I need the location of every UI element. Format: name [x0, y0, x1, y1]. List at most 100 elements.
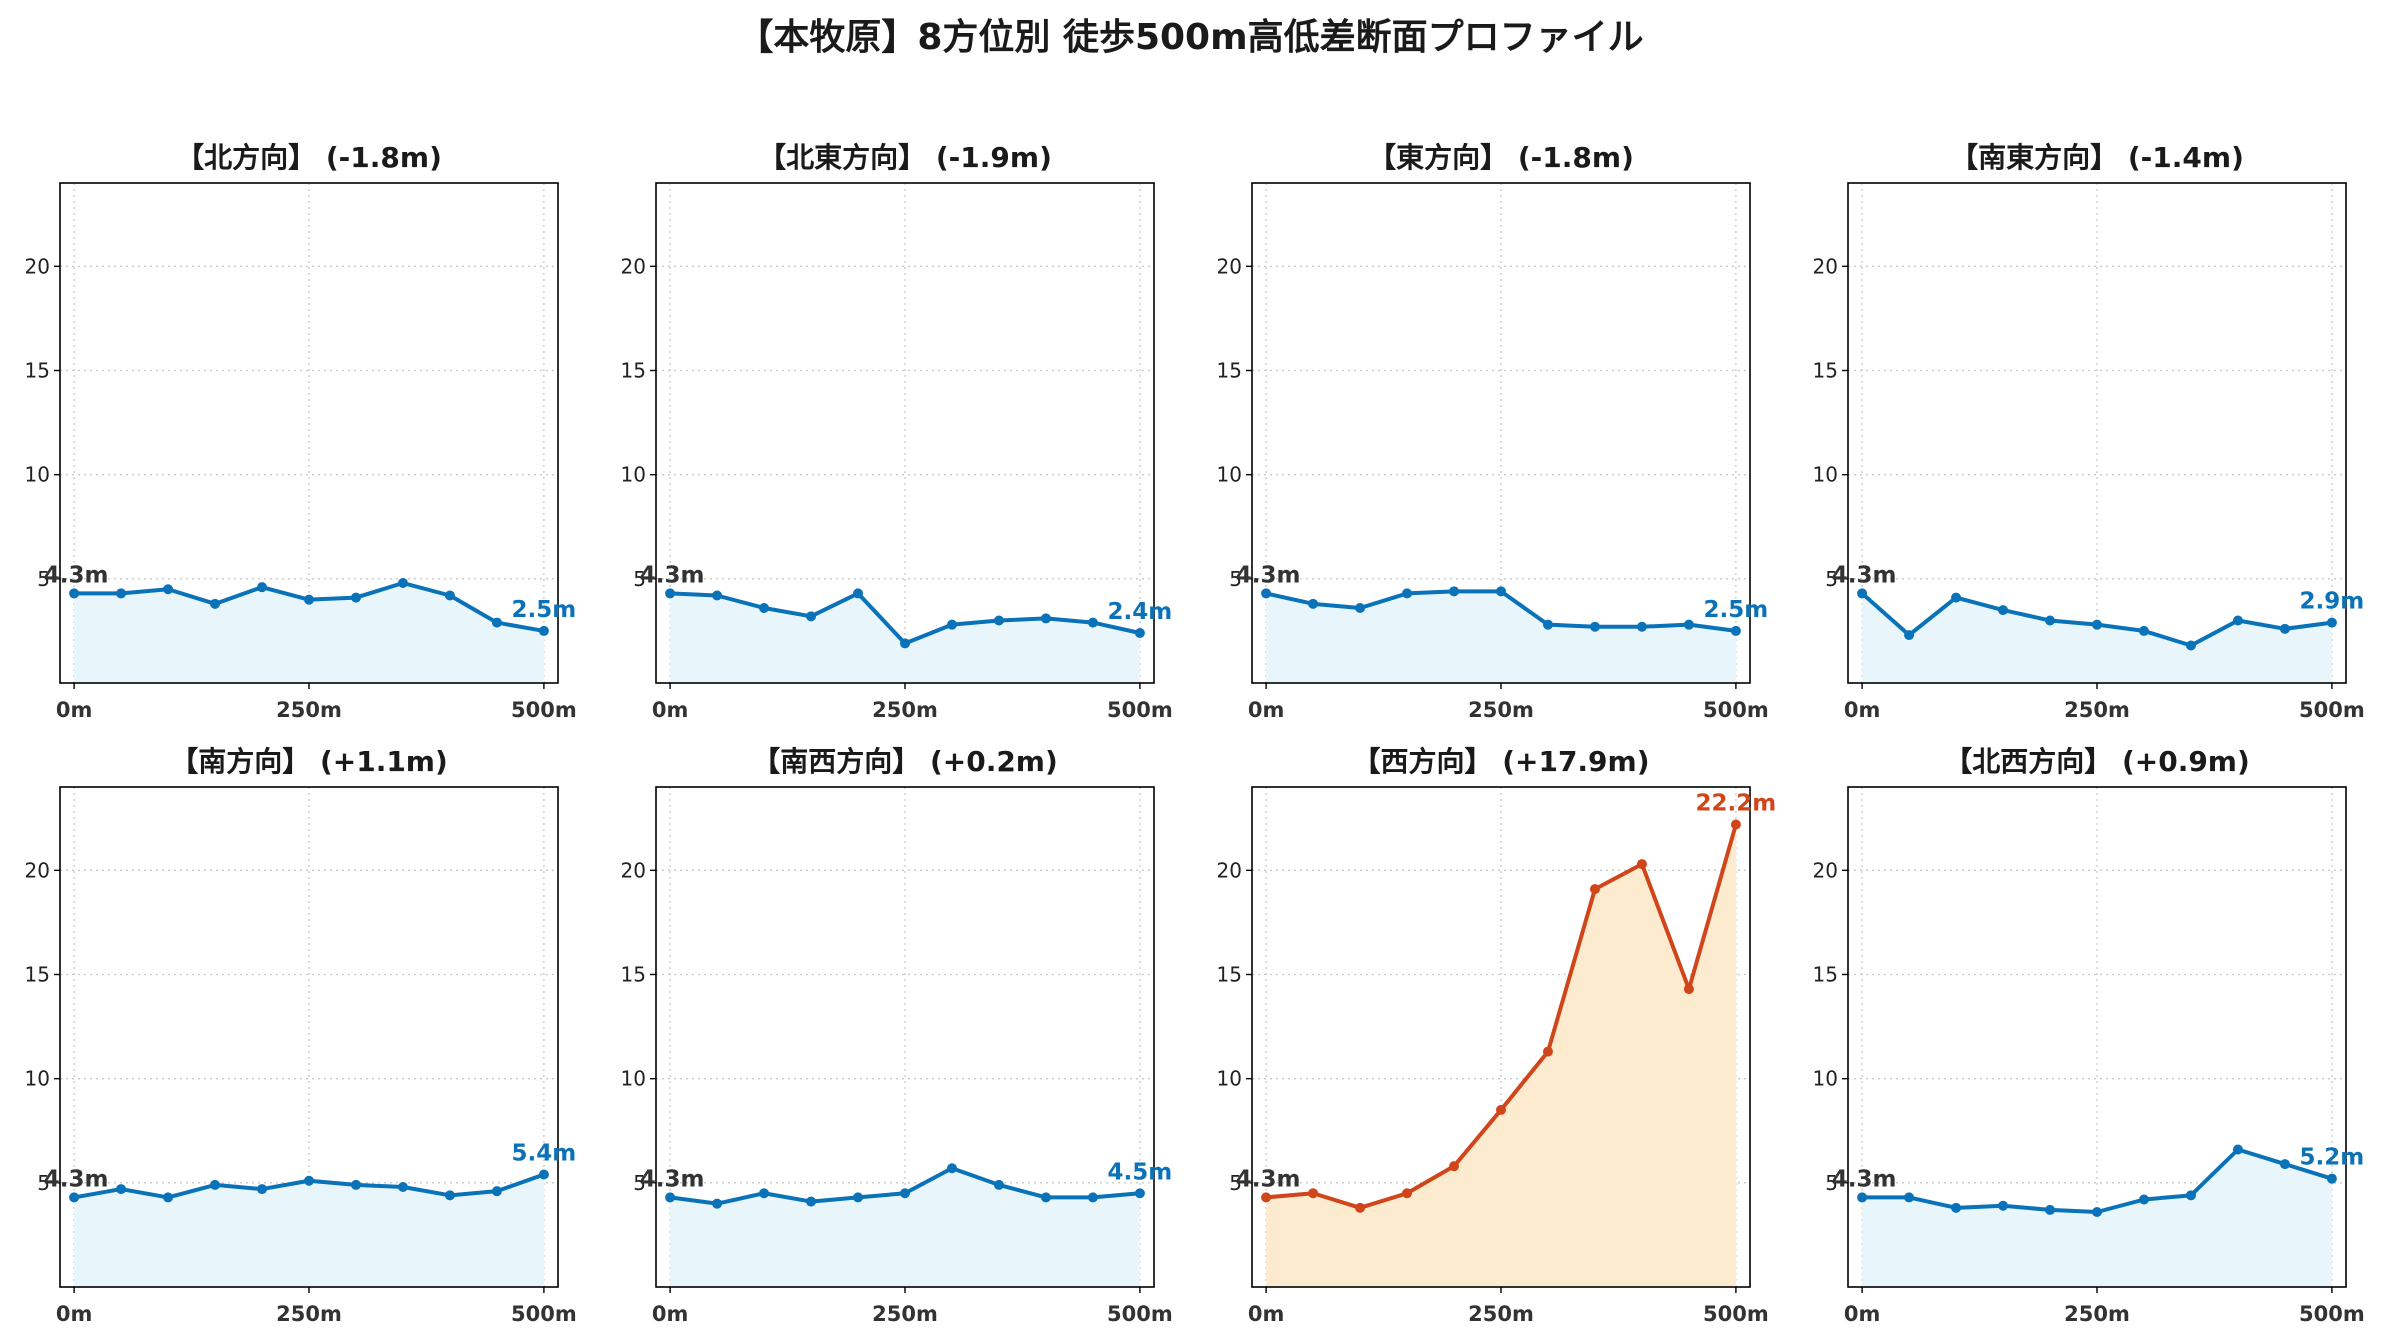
x-tick-label: 250m — [276, 1302, 342, 1326]
data-point — [116, 1184, 127, 1195]
y-tick-label: 20 — [621, 254, 646, 278]
y-tick-label: 5 — [633, 567, 646, 591]
x-tick-label: 0m — [1248, 698, 1285, 722]
x-tick-label: 250m — [872, 698, 938, 722]
x-tick-label: 500m — [2299, 1302, 2365, 1326]
data-point — [1857, 1192, 1868, 1203]
y-tick-label: 20 — [1217, 858, 1242, 882]
data-point — [1998, 605, 2009, 616]
chart-panel-7: 【西方向】 (+17.9m) 5 10 15 20 0m 250m 500m 4.3m 22.2m — [1217, 745, 1777, 1326]
data-point — [1308, 598, 1319, 609]
data-point — [1402, 1188, 1413, 1199]
y-tick-label: 15 — [1813, 963, 1838, 987]
x-tick-label: 250m — [1468, 1302, 1534, 1326]
data-point — [712, 1198, 723, 1209]
data-point — [1134, 628, 1145, 638]
data-point — [2092, 619, 2102, 630]
data-point — [665, 588, 676, 599]
end-value-label: 2.5m — [512, 597, 577, 623]
data-point — [1087, 617, 1098, 628]
data-point — [2045, 615, 2056, 626]
y-tick-label: 15 — [1217, 359, 1242, 383]
data-point — [1998, 1200, 2009, 1211]
x-tick-label: 500m — [1703, 698, 1769, 722]
x-tick-label: 500m — [1703, 1302, 1769, 1326]
data-point — [444, 590, 455, 601]
data-point — [946, 619, 957, 630]
chart-panel-6: 【南西方向】 (+0.2m) 5 10 15 20 0m 250m 500m 4.3m 4.5m — [621, 745, 1173, 1326]
data-point — [665, 1192, 676, 1203]
data-point — [1904, 630, 1915, 641]
y-tick-label: 20 — [25, 254, 50, 278]
data-point — [2279, 623, 2290, 634]
data-point — [116, 588, 127, 599]
data-point — [1261, 1192, 1272, 1203]
y-tick-label: 5 — [37, 1171, 50, 1195]
data-point — [1589, 884, 1600, 895]
x-tick-label: 250m — [2064, 1302, 2130, 1326]
end-value-label: 2.5m — [1704, 597, 1769, 623]
y-tick-label: 15 — [1813, 359, 1838, 383]
data-point — [759, 1188, 770, 1199]
data-point — [2045, 1204, 2056, 1215]
start-value-label: 4.3m — [1236, 1166, 1301, 1192]
y-tick-label: 5 — [1229, 567, 1242, 591]
data-point — [1449, 1161, 1460, 1172]
panel-title: 【南方向】 (+1.1m) — [170, 745, 448, 778]
y-tick-label: 20 — [1813, 254, 1838, 278]
y-tick-label: 10 — [1813, 463, 1838, 487]
y-tick-label: 15 — [1217, 963, 1242, 987]
area-fill — [74, 1174, 544, 1287]
data-point — [2092, 1207, 2102, 1217]
x-tick-label: 0m — [1248, 1302, 1285, 1326]
y-tick-label: 10 — [621, 1067, 646, 1091]
data-point — [1040, 613, 1051, 624]
data-point — [257, 582, 268, 593]
data-point — [350, 1179, 361, 1190]
x-tick-label: 250m — [872, 1302, 938, 1326]
end-value-label: 4.5m — [1108, 1159, 1173, 1185]
panel-title: 【北方向】 (-1.8m) — [176, 141, 442, 174]
x-tick-label: 250m — [2064, 698, 2130, 722]
area-fill — [1266, 824, 1736, 1287]
x-tick-label: 0m — [1844, 1302, 1881, 1326]
data-point — [946, 1163, 957, 1174]
data-point — [304, 594, 314, 605]
x-tick-label: 500m — [1107, 698, 1173, 722]
data-point — [1355, 603, 1366, 613]
data-point — [210, 1179, 221, 1190]
chart-panel-2: 【北東方向】 (-1.9m) 5 10 15 20 0m 250m 500m 4.3m 2.4m — [621, 141, 1173, 722]
y-tick-label: 10 — [1813, 1067, 1838, 1091]
panel-title: 【北西方向】 (+0.9m) — [1944, 745, 2250, 778]
area-fill — [1862, 1149, 2332, 1287]
data-point — [2185, 640, 2196, 651]
panel-title: 【東方向】 (-1.8m) — [1368, 141, 1634, 174]
data-point — [712, 590, 723, 601]
data-point — [257, 1184, 268, 1195]
y-tick-label: 20 — [1217, 254, 1242, 278]
data-point — [1040, 1192, 1051, 1203]
y-tick-label: 10 — [25, 1067, 50, 1091]
y-tick-label: 15 — [621, 963, 646, 987]
x-tick-label: 0m — [652, 698, 689, 722]
start-value-label: 4.3m — [1832, 1166, 1897, 1192]
data-point — [350, 592, 361, 603]
y-tick-label: 15 — [25, 359, 50, 383]
y-tick-label: 5 — [1825, 567, 1838, 591]
data-point — [1636, 859, 1647, 870]
data-point — [163, 584, 174, 595]
data-point — [1449, 586, 1460, 597]
data-point — [1730, 819, 1741, 830]
x-tick-label: 0m — [1844, 698, 1881, 722]
y-tick-label: 5 — [633, 1171, 646, 1195]
data-point — [444, 1190, 455, 1201]
start-value-label: 4.3m — [1236, 562, 1301, 588]
x-tick-label: 250m — [276, 698, 342, 722]
chart-panel-5: 【南方向】 (+1.1m) 5 10 15 20 0m 250m 500m 4.3m 5.4m — [25, 745, 577, 1326]
data-point — [1402, 588, 1413, 599]
x-tick-label: 250m — [1468, 698, 1534, 722]
data-point — [1951, 592, 1962, 603]
y-tick-label: 5 — [1229, 1171, 1242, 1195]
data-point — [993, 615, 1004, 626]
